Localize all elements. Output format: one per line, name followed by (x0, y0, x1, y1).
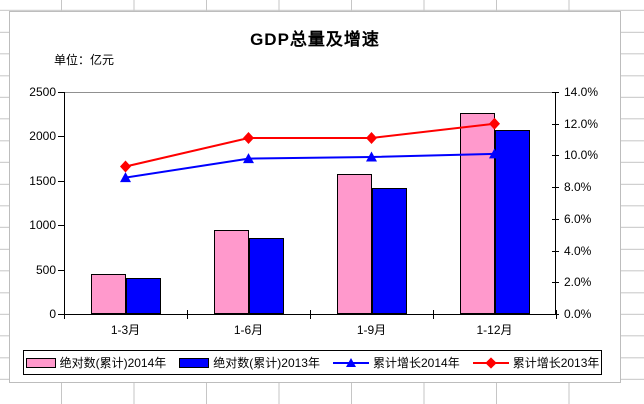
triangle-marker-cat1 (243, 153, 254, 164)
category-axis-tick (433, 310, 434, 319)
left-axis-label: 1000 (29, 218, 56, 233)
category-axis-tick (64, 310, 65, 319)
right-axis-label: 0.0% (564, 307, 592, 321)
right-axis-tick (552, 123, 559, 125)
line-growth-2014 (125, 152, 495, 179)
left-value-axis (64, 92, 65, 315)
category-axis-tick (187, 310, 188, 319)
category-axis-tick (556, 310, 557, 319)
legend-item-bar-2013: 绝对数(累计)2013年 (179, 354, 320, 371)
legend-bar-swatch (179, 357, 210, 368)
bar-2014-cat2 (336, 173, 372, 314)
legend-label: 绝对数(累计)2014年 (59, 356, 167, 370)
left-axis-tick (58, 92, 64, 93)
category-label: 1-6月 (233, 323, 264, 337)
right-axis-tick (552, 314, 559, 315)
right-percent-axis (555, 92, 556, 315)
legend: 绝对数(累计)2014年 绝对数(累计)2013年 累计增长2014年 累计增长… (23, 350, 602, 375)
right-axis-tick (552, 250, 559, 252)
right-axis-label: 12.0% (564, 116, 599, 131)
legend-label: 累计增长2013年 (512, 356, 600, 370)
left-axis-label: 1500 (29, 173, 56, 188)
legend-label: 累计增长2014年 (373, 356, 460, 370)
line-growth-2013 (125, 122, 495, 168)
bar-2013-cat2 (371, 187, 407, 314)
left-axis-tick (58, 225, 64, 227)
right-axis-label: 4.0% (564, 243, 592, 258)
triangle-marker-icon (346, 358, 356, 367)
right-axis-label: 14.0% (564, 85, 599, 99)
bar-2013-cat0 (125, 278, 161, 314)
legend-line-swatch (472, 356, 509, 369)
triangle-marker-cat2 (366, 151, 377, 162)
left-axis-label: 500 (35, 262, 56, 277)
diamond-marker-cat3 (489, 117, 500, 130)
legend-bar-swatch (25, 357, 56, 368)
bar-2013-cat1 (248, 237, 284, 314)
diamond-marker-cat1 (243, 131, 254, 144)
right-axis-tick (552, 92, 559, 93)
unit-label: 单位：亿元 (54, 53, 115, 67)
left-axis-tick (58, 314, 64, 315)
right-axis-label: 2.0% (564, 275, 592, 290)
bar-2014-cat1 (213, 229, 249, 314)
triangle-marker-cat0 (120, 172, 131, 183)
legend-item-line-2014: 累计增长2014年 (333, 354, 460, 371)
left-axis-label: 0 (49, 307, 56, 321)
legend-item-bar-2014: 绝对数(累计)2014年 (25, 354, 167, 371)
right-axis-label: 8.0% (564, 180, 592, 195)
category-label: 1-12月 (476, 323, 513, 337)
chart-object[interactable]: GDP总量及增速 单位：亿元 0 500 1000 1500 2000 2500 0.0% 2… (9, 11, 621, 383)
left-axis-tick (58, 180, 64, 182)
left-axis-tick (58, 269, 64, 271)
plot-area (58, 92, 559, 319)
right-axis-label: 6.0% (564, 211, 592, 226)
legend-item-line-2013: 累计增长2013年 (472, 354, 600, 371)
line-series-layer (120, 117, 500, 183)
right-axis-label: 10.0% (564, 148, 599, 163)
right-axis-tick (552, 218, 559, 220)
bar-2013-cat3 (494, 130, 530, 314)
bar-2014-cat0 (90, 274, 126, 314)
left-axis-label: 2000 (29, 129, 56, 144)
category-label: 1-3月 (110, 323, 141, 337)
left-axis-tick (58, 136, 64, 138)
right-axis-tick (552, 155, 559, 157)
category-axis-tick (310, 310, 311, 319)
category-label: 1-9月 (356, 323, 387, 337)
chart-title: GDP总量及增速 (250, 30, 380, 49)
triangle-marker-cat3 (489, 148, 500, 159)
legend-label: 绝对数(累计)2013年 (213, 356, 320, 370)
plot-area-top-border (64, 92, 556, 93)
diamond-marker-cat2 (366, 131, 377, 144)
right-axis-tick (552, 282, 559, 284)
bar-2014-cat3 (459, 113, 495, 314)
diamond-marker-cat0 (120, 160, 131, 173)
left-axis-label: 2500 (29, 85, 56, 99)
legend-line-swatch (333, 356, 369, 369)
right-axis-tick (552, 187, 559, 189)
diamond-marker-icon (485, 357, 497, 369)
